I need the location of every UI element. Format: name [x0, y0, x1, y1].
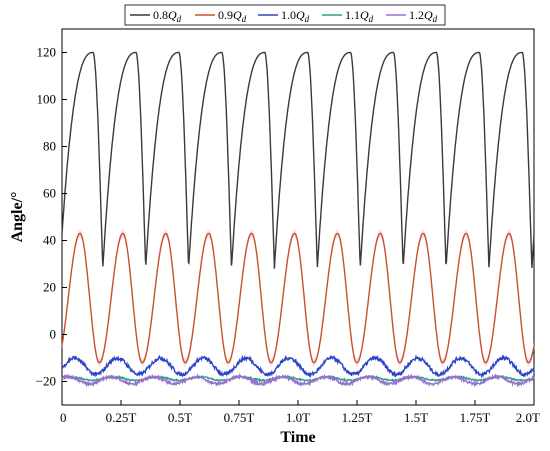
y-tick-label: 80 [43, 139, 56, 154]
series-line-2 [61, 354, 535, 379]
y-tick-label: 100 [37, 92, 57, 107]
legend-box [124, 4, 446, 26]
x-tick-label: 1.25T [342, 410, 373, 425]
y-axis-title: Angle/° [9, 192, 26, 243]
legend-label: 1.0Qd [281, 8, 310, 24]
series-line-0 [61, 51, 535, 269]
x-tick-label: 0.75T [224, 410, 255, 425]
x-tick-label: 0.25T [106, 410, 137, 425]
y-tick-label: 120 [37, 45, 57, 60]
y-tick-label: −20 [36, 374, 56, 389]
x-axis: 0 0.25T 0.5T 0.75T 1.0T 1.25T 1.5T 1.75T 2.0T [60, 400, 540, 425]
series-line-4 [61, 372, 535, 388]
y-tick-label: 60 [43, 186, 56, 201]
x-tick-label: 2.0T [516, 410, 540, 425]
x-tick-label: 1.5T [404, 410, 428, 425]
x-axis-title: Time [280, 429, 315, 446]
legend-label: 1.2Qd [409, 8, 438, 24]
legend-label: 1.1Qd [345, 8, 374, 24]
series-line-1 [61, 232, 535, 364]
x-tick-label: 0.5T [168, 410, 192, 425]
series-lines [61, 51, 535, 388]
x-tick-label: 1.75T [460, 410, 491, 425]
legend: 0.8Qd 0.9Qd 1.0Qd 1.1Qd 1.2Qd [124, 4, 446, 26]
y-tick-label: 20 [43, 280, 56, 295]
y-axis: −20 0 20 40 60 80 100 120 [36, 45, 67, 389]
legend-label: 0.9Qd [218, 8, 247, 24]
legend-label: 0.8Qd [153, 8, 182, 24]
y-tick-label: 40 [43, 233, 56, 248]
y-tick-label: 0 [50, 327, 57, 342]
x-tick-label: 0 [60, 410, 67, 425]
x-tick-label: 1.0T [286, 410, 310, 425]
